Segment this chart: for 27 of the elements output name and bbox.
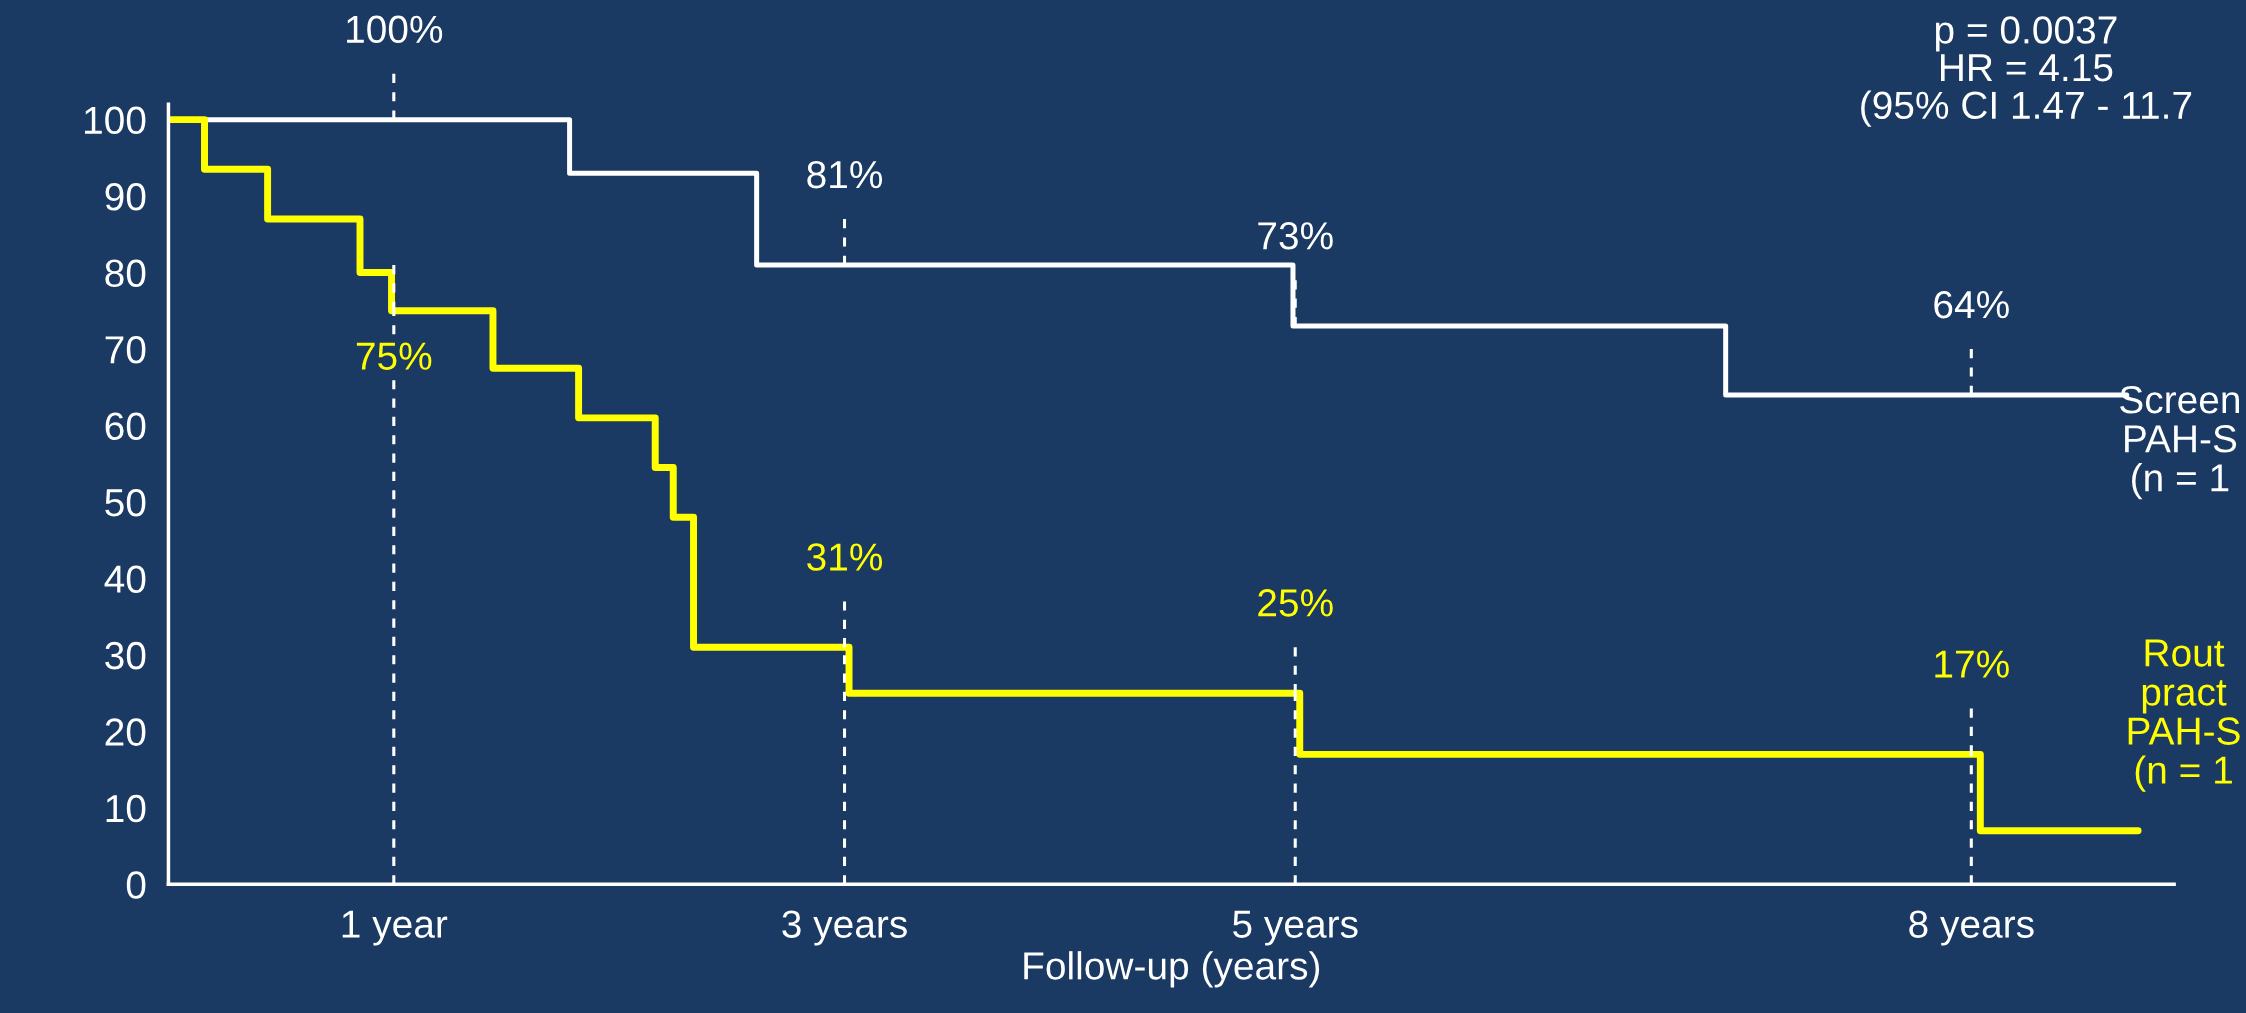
- series-label: Rout pract PAH-S (n = 1: [2128, 639, 2240, 792]
- annotation: 81%: [807, 160, 883, 189]
- y-tick-label: 70: [105, 335, 146, 364]
- series-label: Screen PAH-S (n = 1: [2120, 385, 2239, 500]
- x-axis-title: Follow-up (years): [1024, 951, 1320, 988]
- annotation: 25%: [1258, 589, 1333, 617]
- y-tick-label: 40: [104, 565, 146, 593]
- annotation: 73%: [1258, 222, 1333, 250]
- y-tick-label: 20: [105, 718, 146, 746]
- annotation: p = 0.0037 HR = 4.15 (95% CI 1.47 - 11.7: [1861, 16, 2192, 127]
- x-tick-label: 5 years: [1233, 910, 1358, 946]
- annotation: 75%: [356, 342, 432, 370]
- annotation: 100%: [347, 15, 443, 44]
- x-tick-label: 1 year: [342, 910, 448, 946]
- y-tick-label: 50: [105, 488, 146, 517]
- y-tick-label: 30: [105, 641, 146, 670]
- y-tick-label: 80: [105, 259, 146, 288]
- y-tick-label: 0: [126, 871, 146, 899]
- annotation: 31%: [807, 543, 883, 571]
- x-tick-label: 3 years: [782, 910, 907, 946]
- y-tick-label: 90: [105, 183, 146, 211]
- y-tick-label: 60: [105, 412, 146, 440]
- y-tick-label: 100: [85, 106, 146, 135]
- y-tick-label: 10: [106, 794, 146, 823]
- x-tick-label: 8 years: [1909, 910, 2034, 946]
- annotation: 17%: [1935, 650, 2009, 678]
- annotation: 64%: [1934, 290, 2009, 319]
